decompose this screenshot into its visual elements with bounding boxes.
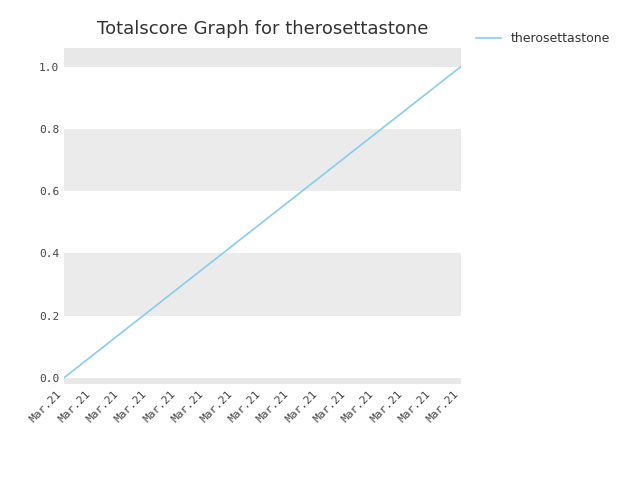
- Title: Totalscore Graph for therosettastone: Totalscore Graph for therosettastone: [97, 20, 428, 38]
- Bar: [64, 129, 461, 191]
- Bar: [64, 67, 461, 129]
- Line: therosettastone: therosettastone: [64, 67, 461, 378]
- therosettastone: [423, 90, 431, 96]
- therosettastone: [76, 362, 84, 368]
- Bar: [64, 315, 461, 378]
- therosettastone: [437, 79, 445, 85]
- therosettastone: [134, 317, 141, 323]
- therosettastone: [166, 292, 173, 298]
- Bar: [64, 191, 461, 253]
- therosettastone: [457, 64, 465, 70]
- Legend: therosettastone: therosettastone: [471, 27, 616, 50]
- Bar: [64, 253, 461, 315]
- therosettastone: [84, 356, 92, 362]
- therosettastone: [60, 375, 68, 381]
